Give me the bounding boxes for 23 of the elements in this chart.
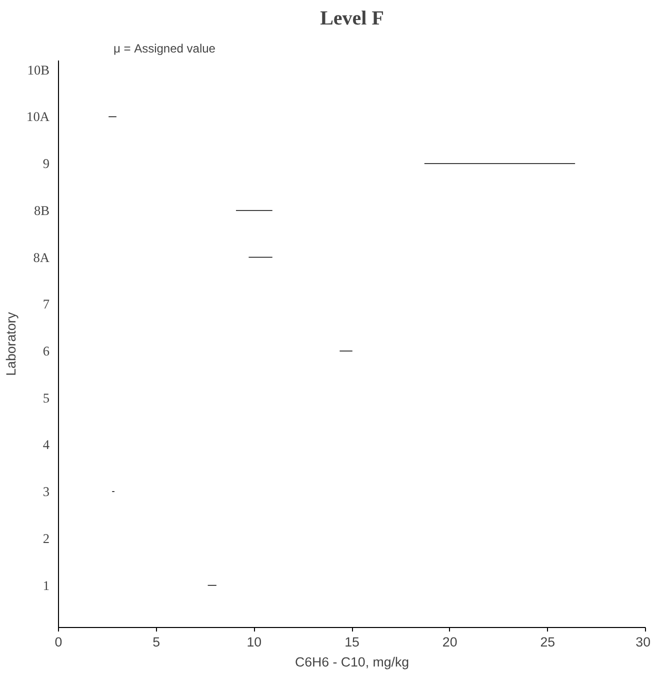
y-tick-label: 8B (34, 202, 50, 218)
y-tick-label: 7 (42, 296, 50, 312)
y-tick-label: 4 (42, 437, 50, 452)
y-tick-label: 6 (42, 344, 50, 359)
x-tick-label: 0 (54, 634, 62, 650)
y-tick-label: 9 (42, 156, 50, 172)
x-tick-label: 15 (344, 634, 360, 650)
y-tick-label: 10B (27, 62, 50, 78)
y-axis-title: Laboratory (4, 312, 19, 376)
y-tick-label: 10A (26, 109, 50, 124)
x-axis-title: C6H6 - C10, mg/kg (294, 654, 410, 670)
y-tick-label: 3 (42, 484, 50, 500)
chart-title: Level F (320, 8, 384, 30)
y-tick-label: 5 (42, 390, 50, 406)
x-tick-label: 10 (246, 634, 262, 650)
x-tick-label: 20 (442, 634, 458, 650)
x-tick-label: 5 (152, 634, 160, 650)
x-tick-label: 25 (540, 634, 556, 650)
y-tick-label: 2 (42, 530, 50, 546)
y-tick-label: 8A (33, 250, 50, 265)
x-tick-label: 30 (636, 634, 651, 650)
y-tick-label: 1 (42, 578, 50, 593)
text: μ = Assigned value (114, 42, 216, 56)
